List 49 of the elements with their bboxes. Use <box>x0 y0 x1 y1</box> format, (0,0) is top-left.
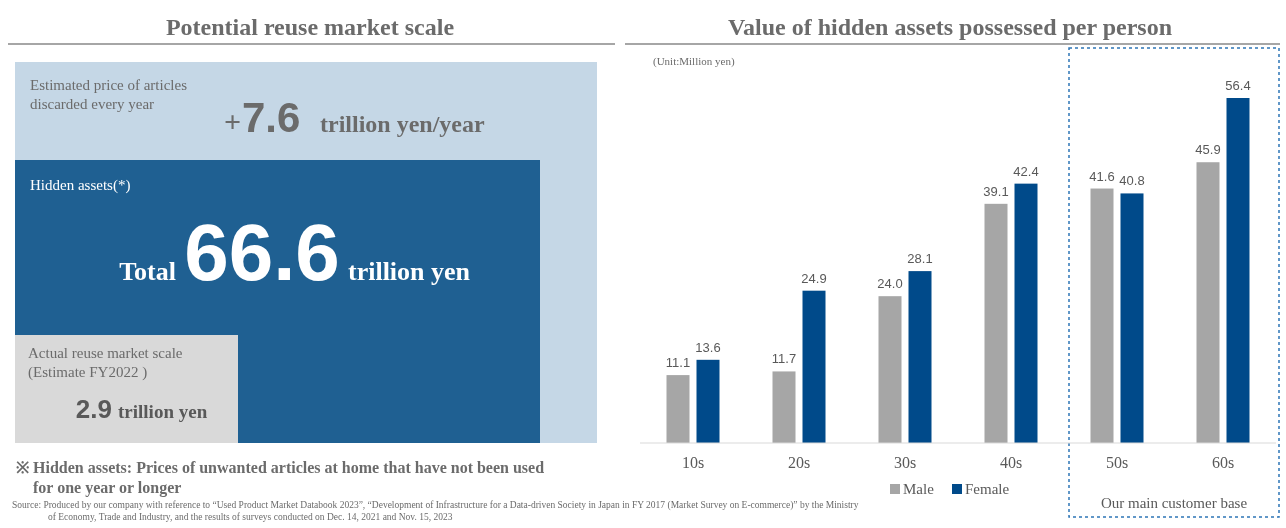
text: Total <box>119 257 176 286</box>
data-label: 66.6 <box>184 208 340 297</box>
bar <box>666 375 690 443</box>
bar <box>1014 183 1038 443</box>
category-label: Estimated price of articles discarded every year <box>30 77 188 112</box>
data-label: 42.4 <box>1013 163 1039 179</box>
legend-label: Female <box>965 481 1010 497</box>
data-label: 28.1 <box>907 251 933 267</box>
bar <box>1090 188 1114 443</box>
data-label: 24.9 <box>801 270 827 286</box>
bar <box>802 290 826 443</box>
x-tick-label: 50s <box>1105 454 1129 471</box>
text: trillion yen <box>118 401 208 422</box>
text: trillion yen <box>348 257 471 286</box>
data-label: 13.6 <box>695 339 721 355</box>
bar <box>772 371 796 443</box>
data-label: 2.9 <box>75 394 112 424</box>
category-label: Hidden assets(*) <box>30 177 131 194</box>
bar <box>984 203 1008 443</box>
x-tick-label: 60s <box>1211 454 1235 471</box>
x-tick-label: 20s <box>787 454 811 471</box>
text: trillion yen/year <box>320 111 485 137</box>
text: + <box>223 105 241 138</box>
x-tick-label: 10s <box>681 454 705 471</box>
data-label: 41.6 <box>1089 168 1115 184</box>
bar <box>1196 162 1220 443</box>
text: Our main customer base <box>1100 495 1248 511</box>
data-label: 40.8 <box>1119 173 1145 189</box>
bar <box>696 359 720 443</box>
category-label: Actual reuse market scale (Estimate FY2022 ) <box>28 345 183 381</box>
data-label: 24.0 <box>877 276 903 292</box>
data-label: 39.1 <box>983 183 1009 199</box>
x-tick-label: 40s <box>999 454 1023 471</box>
source-note: Source: Produced by our company with reference to “Used Product Market Databook 2023”, “Development of Infrastructure for a Data-driven Society in Japan in FY 2017 (Market Survey on E-commerce)” by the Ministry of Economy, Trade and Industry, and the results of surveys conducted on Dec. 14, 2021 and Nov. 15, 2023 <box>12 500 859 522</box>
bar <box>1226 98 1250 443</box>
text: ※ Hidden assets: Prices of unwanted articles at home that have not been used for one year or longer <box>16 459 545 497</box>
data-label: 56.4 <box>1225 78 1251 93</box>
data-label: 7.6 <box>242 94 301 141</box>
bar <box>878 296 902 443</box>
data-label: 11.7 <box>771 351 797 367</box>
chart-title: Value of hidden assets possessed per person <box>727 14 1173 40</box>
data-label: 45.9 <box>1195 142 1221 158</box>
text: Potential reuse market scale <box>165 14 455 40</box>
y-axis-title: (Unit:Million yen) <box>653 55 735 68</box>
bar <box>908 271 932 443</box>
x-tick-label: 30s <box>893 454 917 471</box>
data-label: 11.1 <box>665 355 691 371</box>
legend-label: Male <box>903 481 935 497</box>
bar <box>1120 193 1144 443</box>
